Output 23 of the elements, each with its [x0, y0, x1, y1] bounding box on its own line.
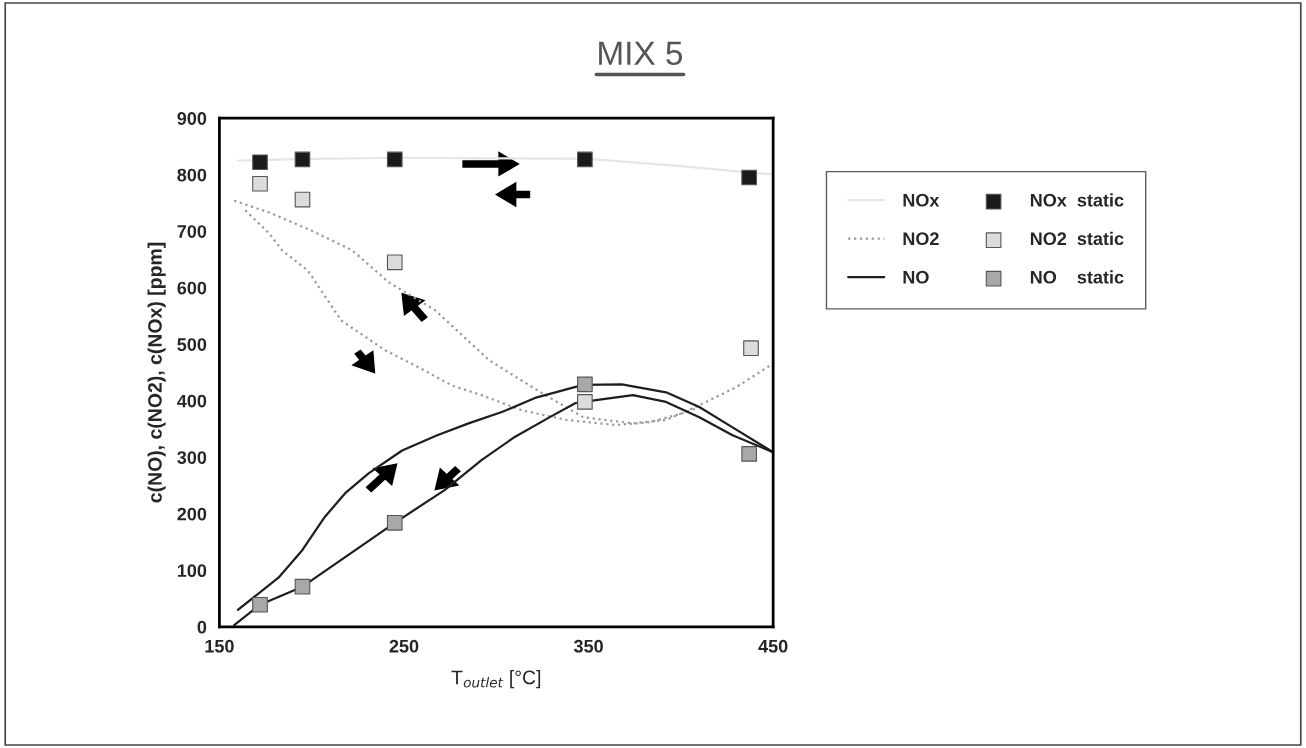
- legend-label: NOx: [903, 193, 940, 207]
- y-tick-label: 800: [177, 168, 207, 182]
- x-tick-label: 350: [573, 639, 603, 653]
- y-tick-label: 0: [197, 620, 207, 634]
- legend-label: NO2: [903, 232, 939, 246]
- y-tick-label: 400: [177, 394, 207, 408]
- x-axis-title: T$_{outlet}$ [°C]: [451, 670, 541, 689]
- x-tick-label: 250: [389, 639, 419, 653]
- y-tick-label: 700: [177, 225, 207, 238]
- legend-label: NO: [903, 270, 929, 284]
- legend-label: NO2 static: [1030, 231, 1124, 246]
- y-tick-label: 300: [177, 451, 207, 465]
- x-tick-label: 450: [758, 639, 788, 653]
- y-axis-title: c(NO), c(NO2), c(NOx) [ppm]: [147, 242, 166, 503]
- legend-label: NO static: [1030, 270, 1124, 284]
- y-tick-label: 600: [177, 281, 207, 295]
- chart-title: MIX 5: [599, 41, 683, 66]
- y-tick-label: 200: [177, 507, 207, 521]
- y-tick-label: 100: [177, 564, 207, 578]
- x-tick-label: 150: [205, 639, 234, 653]
- y-tick-label: 900: [177, 112, 207, 125]
- legend-label: NOx static: [1030, 193, 1124, 207]
- y-tick-label: 500: [177, 338, 207, 351]
